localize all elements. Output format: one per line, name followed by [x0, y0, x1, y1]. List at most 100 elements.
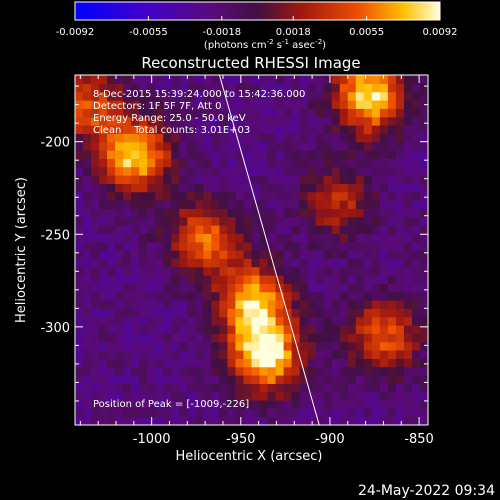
heatmap-cell: [243, 225, 253, 234]
heatmap-cell: [363, 375, 373, 384]
heatmap-cell: [363, 83, 373, 93]
heatmap-cell: [291, 341, 301, 351]
heatmap-cell: [275, 83, 285, 93]
heatmap-cell: [83, 225, 92, 234]
heatmap-cell: [83, 308, 92, 318]
heatmap-cell: [227, 250, 237, 259]
heatmap-cell: [347, 400, 357, 409]
colorbar-tick-label: -0.0092: [56, 27, 95, 38]
heatmap-cell: [155, 141, 164, 151]
heatmap-cell: [395, 266, 405, 276]
heatmap-cell: [259, 250, 269, 259]
heatmap-cell: [179, 316, 188, 326]
heatmap-cell: [107, 175, 116, 184]
heatmap-cell: [363, 350, 373, 359]
heatmap-cell: [323, 141, 333, 151]
heatmap-cell: [387, 150, 397, 159]
heatmap-cell: [355, 250, 365, 259]
heatmap-cell: [275, 275, 285, 284]
heatmap-cell: [235, 216, 245, 226]
heatmap-cell: [347, 200, 357, 209]
heatmap-cell: [91, 350, 100, 359]
heatmap-cell: [163, 408, 172, 418]
axes: -1000 -950 -900 -850-200-250-300: [40, 75, 434, 447]
heatmap-cell: [123, 375, 132, 384]
heatmap-cell: [347, 291, 357, 301]
heatmap-cell: [355, 108, 365, 118]
heatmap-cell: [163, 250, 172, 259]
heatmap-cell: [179, 308, 188, 318]
heatmap-cell: [115, 283, 124, 293]
heatmap-cell: [291, 316, 301, 326]
heatmap-cell: [203, 150, 212, 159]
limb-line: [218, 75, 320, 425]
heatmap-cell: [355, 325, 365, 334]
heatmap-cell: [323, 350, 333, 359]
heatmap-cell: [275, 183, 285, 193]
heatmap-cell: [211, 341, 221, 351]
heatmap-cell: [307, 133, 317, 143]
heatmap-cell: [139, 283, 148, 293]
heatmap-cell: [299, 416, 309, 425]
heatmap-cell: [75, 200, 84, 209]
heatmap-cell: [139, 325, 148, 334]
heatmap-cell: [323, 100, 333, 109]
heatmap-cell: [307, 150, 317, 159]
heatmap-cell: [275, 191, 285, 201]
heatmap-cell: [219, 141, 229, 151]
heatmap-cell: [131, 125, 140, 134]
heatmap-cell: [99, 216, 108, 226]
heatmap-cell: [195, 83, 204, 93]
heatmap-cell: [395, 258, 405, 268]
heatmap-cell: [243, 383, 253, 393]
heatmap-cell: [371, 75, 381, 84]
heatmap-cell: [403, 108, 413, 118]
heatmap-cell: [147, 350, 156, 359]
heatmap-cell: [227, 133, 237, 143]
heatmap-cell: [299, 191, 309, 201]
heatmap-cell: [331, 275, 341, 284]
heatmap-cell: [219, 208, 229, 218]
heatmap-cell: [211, 383, 221, 393]
heatmap-cell: [379, 83, 389, 93]
heatmap-cell: [307, 166, 317, 176]
heatmap-cell: [187, 200, 196, 209]
heatmap-cell: [243, 408, 253, 418]
heatmap-cell: [179, 408, 188, 418]
heatmap-cell: [395, 125, 405, 134]
heatmap-cell: [211, 83, 221, 93]
heatmap-cell: [267, 166, 277, 176]
heatmap-cell: [75, 108, 84, 118]
heatmap-cell: [251, 316, 261, 326]
x-tick-label: -1000: [133, 432, 171, 447]
heatmap-cell: [179, 133, 188, 143]
heatmap-cell: [235, 266, 245, 276]
heatmap-cell: [123, 391, 132, 401]
heatmap-cell: [283, 150, 293, 159]
heatmap-cell: [315, 350, 325, 359]
heatmap-cell: [299, 216, 309, 226]
heatmap-cell: [339, 350, 349, 359]
heatmap-cell: [355, 266, 365, 276]
heatmap-cell: [339, 241, 349, 251]
heatmap-cell: [267, 191, 277, 201]
heatmap-cell: [379, 350, 389, 359]
heatmap-cell: [251, 200, 261, 209]
heatmap-cell: [339, 83, 349, 93]
heatmap-cell: [411, 341, 421, 351]
heatmap-cell: [331, 108, 341, 118]
heatmap-cell: [267, 275, 277, 284]
heatmap-cell: [291, 350, 301, 359]
heatmap-cell: [347, 108, 357, 118]
heatmap-cell: [379, 266, 389, 276]
heatmap-cell: [363, 366, 373, 376]
heatmap-cell: [251, 416, 261, 425]
heatmap-cell: [347, 316, 357, 326]
heatmap-cell: [163, 391, 172, 401]
y-tick-label: -250: [40, 228, 70, 243]
heatmap-cell: [339, 416, 349, 425]
heatmap-cell: [251, 158, 261, 168]
heatmap-cell: [419, 225, 428, 234]
heatmap-cell: [323, 83, 333, 93]
heatmap-cell: [323, 283, 333, 293]
